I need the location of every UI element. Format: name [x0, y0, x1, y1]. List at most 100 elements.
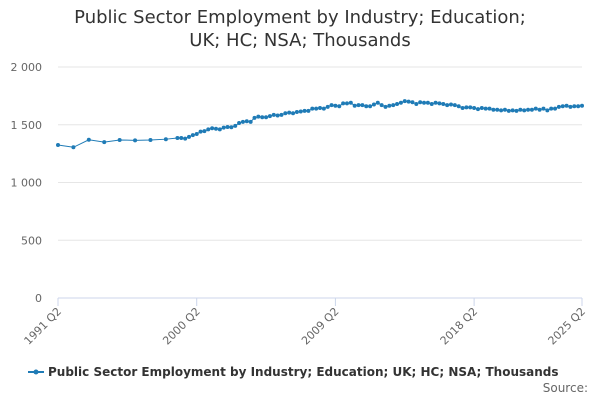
point [306, 108, 311, 113]
x-tick-label: 1991 Q2 [22, 305, 65, 348]
chart-title: Public Sector Employment by Industry; Ed… [74, 7, 526, 51]
point [483, 106, 488, 111]
point [337, 104, 342, 109]
point [148, 137, 153, 142]
point [333, 103, 338, 108]
point [356, 103, 361, 108]
point [213, 126, 218, 131]
point [187, 134, 191, 139]
point [310, 106, 315, 111]
y-tick-label: 1 000 [11, 177, 43, 190]
point [402, 99, 407, 104]
point [533, 106, 538, 111]
point [102, 140, 107, 145]
point [472, 106, 477, 111]
point [194, 131, 199, 136]
point [529, 107, 534, 112]
y-tick-label: 1 500 [11, 119, 43, 132]
point [506, 108, 511, 113]
point [560, 104, 565, 109]
x-tick-label: 2018 Q2 [438, 305, 481, 348]
point [449, 102, 453, 107]
point [375, 100, 380, 105]
point [325, 104, 330, 109]
point [502, 107, 507, 112]
point [510, 108, 515, 113]
point [202, 129, 207, 134]
point [387, 103, 392, 108]
point [190, 133, 195, 138]
point [341, 101, 346, 106]
point [271, 112, 276, 117]
point [429, 101, 434, 106]
point [117, 137, 122, 142]
point [240, 119, 245, 124]
point [364, 104, 369, 109]
point [298, 109, 303, 114]
point [518, 107, 523, 112]
point [553, 106, 558, 111]
point [541, 106, 546, 111]
point [260, 115, 265, 120]
point [183, 136, 188, 141]
point [210, 126, 215, 131]
point [302, 108, 307, 113]
point [395, 101, 400, 106]
point [291, 111, 296, 116]
x-tick-label: 2025 Q2 [546, 305, 589, 348]
point [264, 115, 269, 120]
point [445, 103, 450, 108]
point [371, 102, 376, 107]
point [133, 138, 138, 143]
point [206, 127, 211, 132]
point [522, 108, 527, 113]
point [379, 103, 384, 108]
point [441, 101, 446, 106]
point [425, 100, 430, 105]
point [545, 108, 550, 113]
point [514, 108, 519, 113]
point [71, 145, 76, 150]
point [252, 115, 257, 120]
point [217, 127, 222, 132]
point [576, 104, 581, 109]
point [475, 107, 480, 112]
x-tick-label: 2009 Q2 [299, 305, 342, 348]
legend-marker [33, 369, 39, 375]
point [383, 104, 388, 109]
point [556, 104, 561, 109]
point [414, 101, 419, 106]
point [198, 129, 203, 134]
point [580, 103, 584, 108]
point [321, 106, 326, 111]
point [352, 103, 357, 108]
point [572, 104, 577, 109]
point [275, 113, 280, 118]
point [437, 101, 442, 106]
point [237, 121, 242, 126]
point [398, 100, 403, 105]
y-tick-label: 2 000 [11, 61, 43, 74]
point [279, 112, 284, 117]
point [406, 99, 411, 104]
point [479, 106, 484, 111]
point [283, 111, 288, 116]
point [410, 100, 415, 105]
point [267, 114, 272, 119]
point [537, 107, 542, 112]
x-tick-label: 2000 Q2 [160, 305, 203, 348]
point [56, 142, 60, 147]
point [495, 107, 500, 112]
point [225, 125, 230, 130]
point [368, 104, 373, 109]
point [318, 106, 322, 111]
point [452, 103, 457, 108]
point [460, 106, 465, 111]
point [179, 136, 184, 141]
point [564, 103, 569, 108]
point [526, 107, 531, 112]
point [175, 136, 180, 141]
point [348, 100, 353, 105]
